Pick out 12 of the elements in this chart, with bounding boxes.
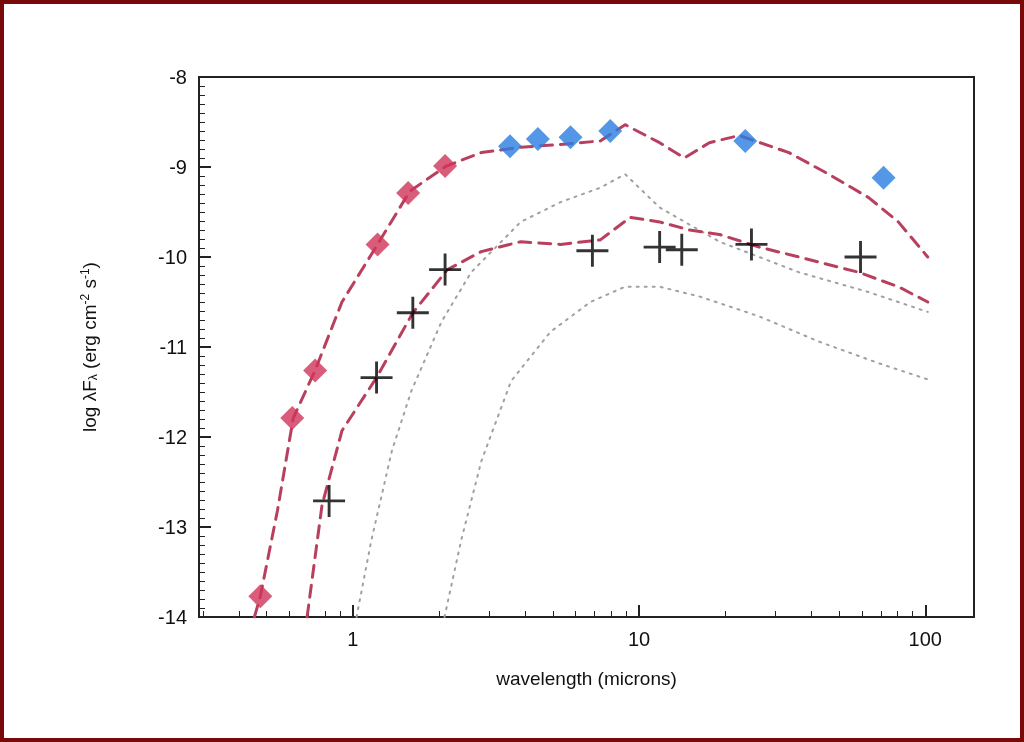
y-tick-label: -10 — [158, 246, 187, 268]
y-axis-title: log λFλ (erg cm-2 s-1) — [78, 262, 100, 432]
x-axis-title: wavelength (microns) — [495, 668, 677, 689]
y-tick-label: -14 — [158, 606, 187, 628]
x-tick-label: 10 — [627, 628, 651, 650]
y-tick-label: -9 — [169, 156, 187, 178]
y-tick-label: -8 — [169, 66, 187, 88]
y-tick-label: -13 — [158, 516, 187, 538]
y-tick-label: -11 — [159, 336, 187, 358]
y-tick-label: -12 — [158, 426, 187, 448]
x-tick-label: 1 — [347, 628, 359, 650]
x-tick-label: 100 — [908, 628, 942, 650]
